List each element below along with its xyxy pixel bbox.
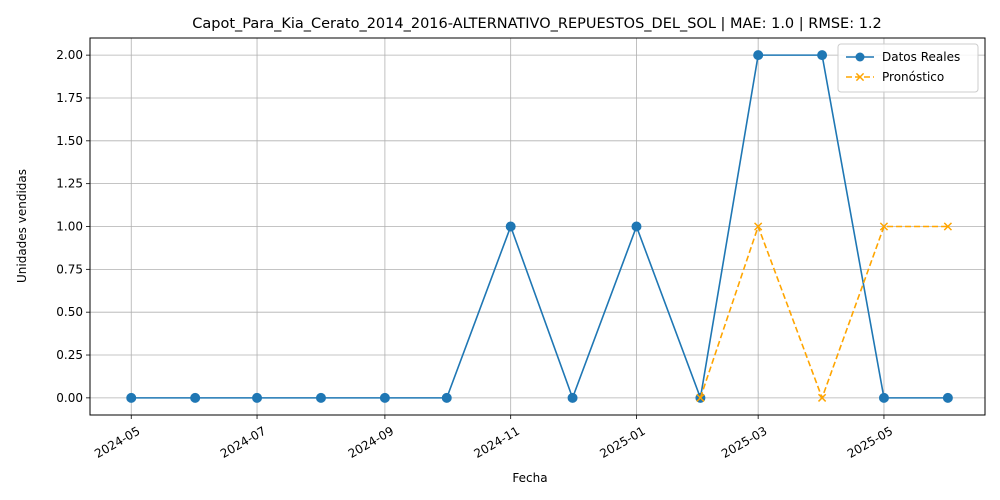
y-tick-label: 1.75 [56, 91, 83, 105]
legend-marker [855, 72, 865, 82]
series-pronostico [696, 222, 953, 402]
data-point [879, 222, 889, 231]
data-point [942, 392, 953, 403]
legend-item: Pronóstico [846, 70, 944, 84]
data-point [753, 50, 764, 61]
y-tick-label: 0.25 [56, 348, 83, 362]
data-point [441, 392, 452, 403]
data-point [190, 392, 201, 403]
data-point [505, 221, 516, 232]
series-layer [126, 50, 953, 403]
y-tick-label: 0.00 [56, 391, 83, 405]
y-tick-label: 0.50 [56, 305, 83, 319]
y-tick-label: 0.75 [56, 262, 83, 276]
data-point [817, 50, 828, 61]
data-point [754, 222, 763, 231]
y-tick-label: 1.00 [56, 220, 83, 234]
y-tick-label: 1.50 [56, 134, 83, 148]
chart-title: Capot_Para_Kia_Cerato_2014_2016-ALTERNAT… [192, 16, 882, 32]
legend-marker [855, 52, 865, 62]
data-point [126, 392, 137, 403]
series-line [131, 54, 948, 399]
data-point [943, 222, 953, 231]
data-point [631, 221, 642, 232]
data-point [315, 392, 326, 403]
y-axis-label: Unidades vendidas [15, 169, 29, 283]
series-datos-reales [126, 50, 953, 403]
legend-box [837, 43, 979, 93]
y-axis: 0.00 0.25 0.50 0.75 1.00 1.25 1.50 1.75 2.00 [56, 48, 90, 405]
data-point [379, 392, 390, 403]
data-point [252, 392, 263, 403]
data-point [817, 393, 827, 402]
data-point [878, 392, 889, 403]
legend-item: Datos Reales [846, 50, 960, 64]
x-axis-label: Fecha [512, 471, 547, 485]
y-tick-label: 1.25 [56, 177, 83, 191]
data-point [696, 393, 705, 402]
y-tick-label: 2.00 [56, 48, 83, 62]
legend-label: Datos Reales [882, 50, 960, 64]
legend-label: Pronóstico [882, 70, 944, 84]
legend: Datos Reales Pronóstico [837, 43, 979, 93]
data-point [567, 392, 578, 403]
